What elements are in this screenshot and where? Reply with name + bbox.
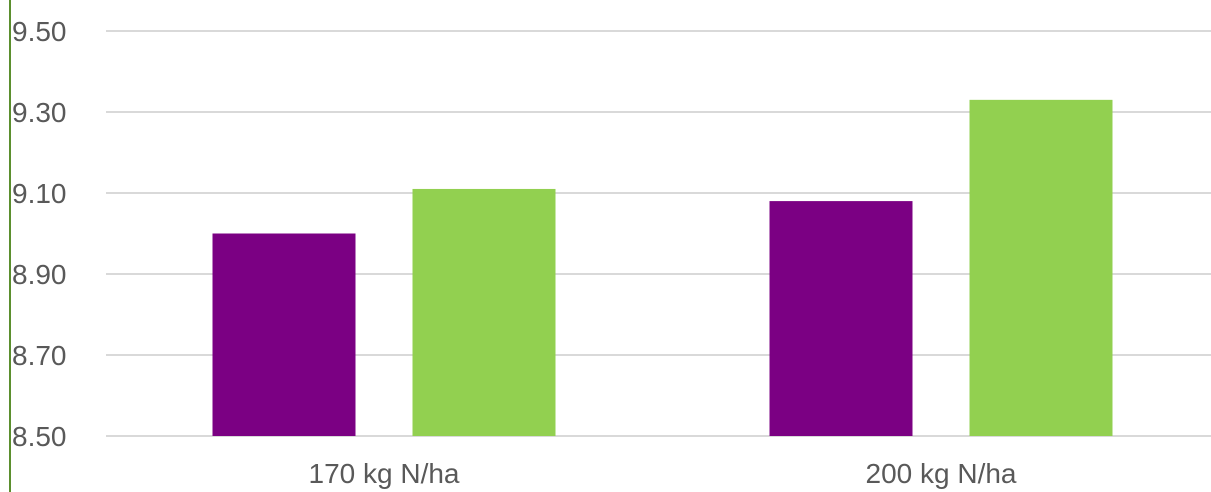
y-tick-label: 9.30 <box>12 97 67 128</box>
y-tick-label: 9.10 <box>12 178 67 209</box>
x-tick-label: 200 kg N/ha <box>866 458 1017 489</box>
y-axis-ticks: 8.50 8.70 8.90 9.10 9.30 9.50 <box>12 16 67 452</box>
x-axis-ticks: 170 kg N/ha 200 kg N/ha <box>309 458 1017 489</box>
bar-series-2-1 <box>969 99 1113 436</box>
bars <box>212 99 1113 436</box>
y-tick-label: 8.50 <box>12 421 67 452</box>
bar-series-2-0 <box>412 188 556 436</box>
x-tick-label: 170 kg N/ha <box>309 458 460 489</box>
bar-series-1-1 <box>769 201 913 436</box>
y-tick-label: 9.50 <box>12 16 67 47</box>
y-tick-label: 8.90 <box>12 259 67 290</box>
bar-series-1-0 <box>212 233 356 436</box>
y-tick-label: 8.70 <box>12 340 67 371</box>
